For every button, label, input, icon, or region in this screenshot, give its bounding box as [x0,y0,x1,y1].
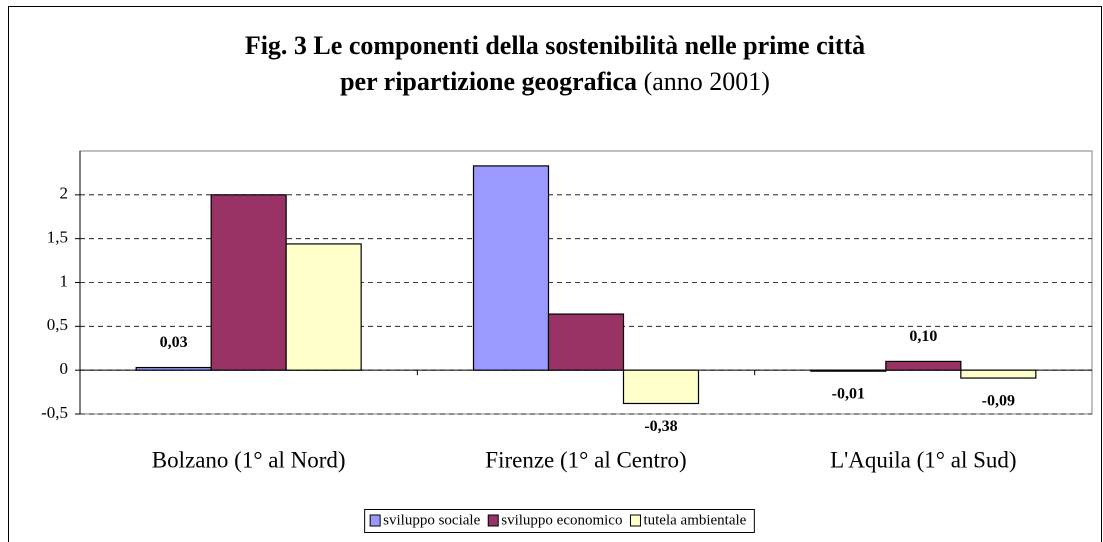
data-label: 0,10 [909,328,937,345]
legend-label: tutela ambientale [643,512,746,528]
data-label: -0,38 [644,418,677,435]
bar [472,165,550,371]
data-label: -0,09 [982,393,1015,410]
chart-title-line: per ripartizione geografica (anno 2001) [340,67,770,96]
bar [285,243,362,371]
y-tick-label: -0,5 [41,403,68,422]
legend-label: sviluppo sociale [383,512,480,528]
bar [810,369,887,372]
bar [960,369,1037,379]
x-tick-label: L'Aquila (1° al Sud) [830,447,1016,472]
chart-title: Fig. 3 Le componenti della sostenibilità… [245,31,865,60]
bar [622,369,700,405]
bar [547,313,625,371]
y-tick-label: 1 [60,271,69,290]
x-tick-label: Firenze (1° al Centro) [485,447,686,472]
bar [210,194,287,371]
legend-label: sviluppo economico [501,512,622,528]
legend-swatch [369,514,381,527]
y-tick-label: 2 [60,184,69,203]
data-label: -0,01 [832,386,865,403]
x-tick-label: Bolzano (1° al Nord) [152,447,346,472]
y-tick-label: 0,5 [47,315,68,334]
legend-swatch [487,514,499,527]
legend-box [364,509,755,533]
chart-title: per ripartizione geografica [340,67,637,96]
bar [885,360,962,371]
legend-swatch [629,514,641,527]
legend: sviluppo sociale sviluppo economico tutela… [364,509,755,533]
data-label: 0,03 [160,334,188,351]
chart-subtitle: (anno 2001) [644,67,770,96]
y-tick-label: 0 [60,359,69,378]
bar [135,366,212,371]
y-tick-label: 1,5 [47,228,68,247]
